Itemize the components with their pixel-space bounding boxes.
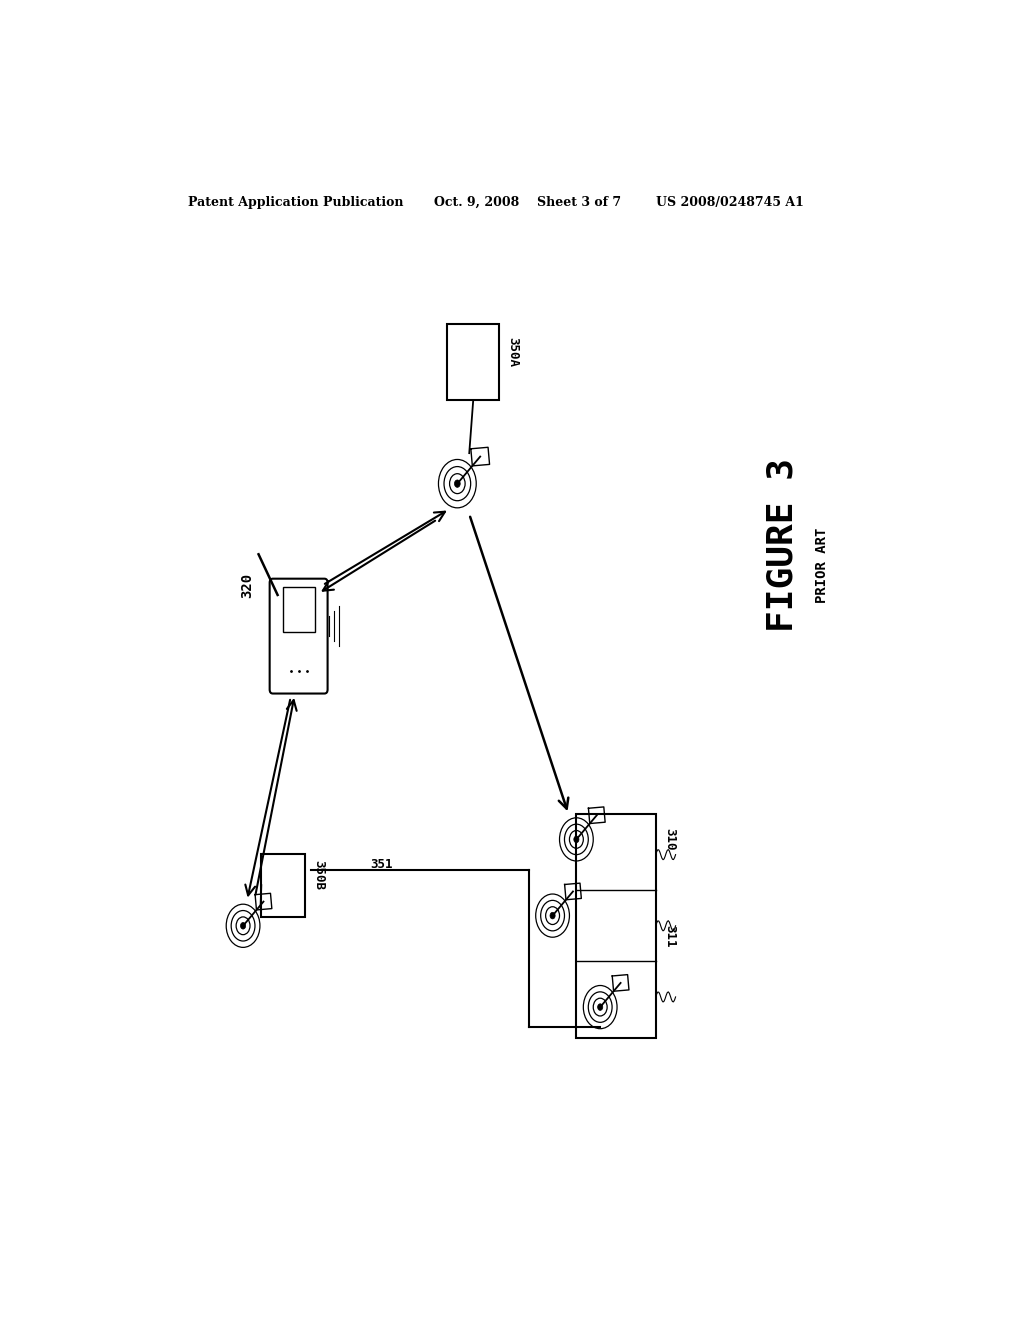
Text: Oct. 9, 2008: Oct. 9, 2008 [433, 195, 519, 209]
Text: 350A: 350A [507, 337, 519, 367]
Circle shape [573, 836, 579, 842]
Bar [447, 323, 499, 400]
Text: 350B: 350B [312, 859, 325, 890]
Text: PRIOR ART: PRIOR ART [815, 527, 829, 603]
Circle shape [550, 912, 555, 919]
Bar [577, 814, 655, 1038]
Circle shape [241, 923, 246, 929]
Text: 320: 320 [240, 573, 254, 598]
Bar [283, 587, 314, 632]
Text: US 2008/0248745 A1: US 2008/0248745 A1 [655, 195, 804, 209]
Text: FIGURE 3: FIGURE 3 [766, 458, 800, 632]
Text: 310: 310 [664, 828, 677, 850]
Text: 311: 311 [664, 925, 677, 948]
Text: Patent Application Publication: Patent Application Publication [187, 195, 403, 209]
Text: Sheet 3 of 7: Sheet 3 of 7 [537, 195, 621, 209]
Circle shape [455, 480, 460, 487]
Bar [261, 854, 304, 916]
Circle shape [598, 1003, 603, 1010]
Text: 351: 351 [370, 858, 392, 871]
